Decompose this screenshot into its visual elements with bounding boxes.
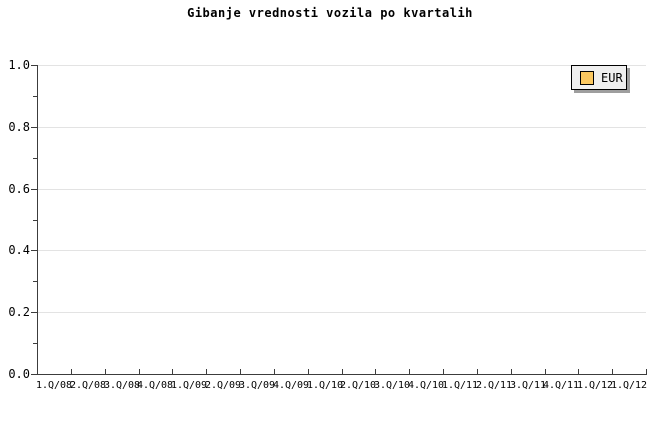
legend-item-label: EUR: [601, 70, 623, 85]
y-axis-line: [37, 65, 38, 375]
x-category-label: 4.Q/11: [542, 380, 580, 391]
x-tick: [308, 369, 309, 374]
x-category-label: 1.Q/08: [35, 380, 73, 391]
x-category-label: 2.Q/09: [204, 380, 242, 391]
y-major-tick: [31, 65, 37, 66]
y-minor-tick: [33, 343, 37, 344]
y-major-tick: [31, 189, 37, 190]
y-gridline: [38, 127, 646, 128]
y-minor-tick: [33, 281, 37, 282]
x-category-label: 2.Q/11: [475, 380, 513, 391]
x-tick: [375, 369, 376, 374]
y-minor-tick: [33, 220, 37, 221]
x-tick: [342, 369, 343, 374]
x-category-label: 4.Q/09: [272, 380, 310, 391]
x-category-label: 1.Q/10: [306, 380, 344, 391]
y-major-tick: [31, 250, 37, 251]
x-category-label: 2.Q/10: [339, 380, 377, 391]
y-tick-label: 0.0: [8, 367, 30, 381]
x-category-label: 1.Q/11: [441, 380, 479, 391]
legend-swatch-eur: [580, 70, 594, 85]
x-category-label: 3.Q/08: [103, 380, 141, 391]
x-tick: [477, 369, 478, 374]
x-tick: [578, 369, 579, 374]
chart-title: Gibanje vrednosti vozila po kvartalih: [187, 6, 473, 20]
x-tick: [139, 369, 140, 374]
x-axis-line: [37, 374, 647, 375]
x-tick: [511, 369, 512, 374]
y-minor-tick: [33, 158, 37, 159]
x-tick: [105, 369, 106, 374]
x-tick: [172, 369, 173, 374]
x-tick: [240, 369, 241, 374]
x-tick: [409, 369, 410, 374]
y-minor-tick: [33, 96, 37, 97]
x-category-label: 3.Q/09: [238, 380, 276, 391]
x-tick: [545, 369, 546, 374]
y-tick-label: 1.0: [8, 58, 30, 72]
y-tick-label: 0.2: [8, 305, 30, 319]
y-gridline: [38, 65, 646, 66]
x-category-label: 1.Q/12: [576, 380, 614, 391]
y-tick-label: 0.4: [8, 243, 30, 257]
x-category-label: 1.Q/09: [170, 380, 208, 391]
y-tick-label: 0.6: [8, 182, 30, 196]
y-tick-label: 0.8: [8, 120, 30, 134]
y-major-tick: [31, 312, 37, 313]
y-gridline: [38, 189, 646, 190]
legend: EUR: [571, 65, 627, 90]
x-category-label: 1.Q/12: [610, 380, 648, 391]
x-category-label: 3.Q/11: [509, 380, 547, 391]
x-category-label: 4.Q/10: [407, 380, 445, 391]
x-tick: [646, 369, 647, 374]
y-major-tick: [31, 374, 37, 375]
y-gridline: [38, 312, 646, 313]
x-tick: [443, 369, 444, 374]
x-tick: [71, 369, 72, 374]
x-tick: [612, 369, 613, 374]
x-category-label: 3.Q/10: [373, 380, 411, 391]
y-gridline: [38, 250, 646, 251]
x-tick: [206, 369, 207, 374]
x-category-label: 4.Q/08: [136, 380, 174, 391]
x-tick: [274, 369, 275, 374]
x-category-label: 2.Q/08: [69, 380, 107, 391]
y-major-tick: [31, 127, 37, 128]
